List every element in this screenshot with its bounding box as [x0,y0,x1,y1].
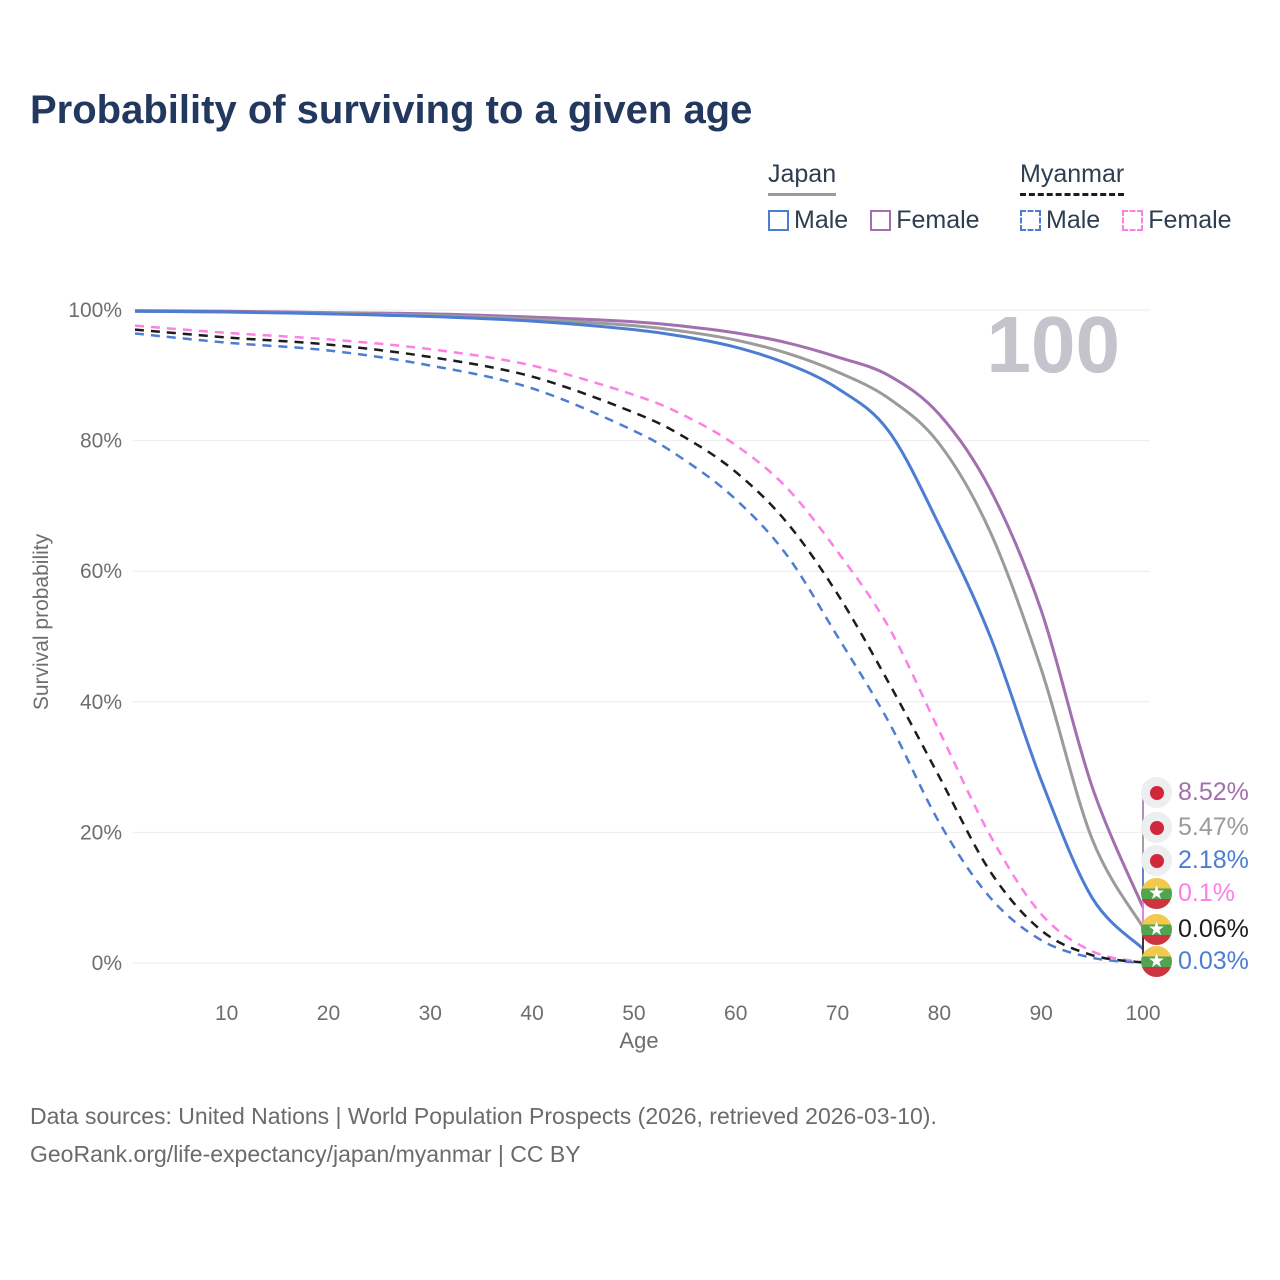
end-label-myanmar-male[interactable]: ★ 0.03% [1141,946,1249,977]
japan-flag-icon [1141,812,1172,843]
x-tick-label: 10 [215,1002,238,1025]
end-label-japan[interactable]: 5.47% [1141,812,1249,843]
myanmar-male-swatch-icon [1020,210,1041,231]
x-tick-label: 20 [317,1002,340,1025]
end-label-value: 8.52% [1178,778,1249,806]
myanmar-line[interactable] [134,328,1144,964]
footer-link: GeoRank.org/life-expectancy/japan/myanma… [30,1140,581,1167]
legend-label-myanmar-male: Male [1046,206,1101,234]
y-tick-label: 100% [68,299,122,322]
japan-sun-icon [1149,820,1164,835]
legend-item-japan-male[interactable]: Male [768,206,848,235]
japan-male-swatch-icon [768,210,789,231]
chart-legend: Japan Male Female Myanmar Male [0,160,1280,250]
y-tick-label: 40% [80,691,122,714]
japan-female-line[interactable] [134,309,1145,908]
end-label-japan-female[interactable]: 8.52% [1141,777,1249,808]
legend-group-myanmar: Myanmar Male Female [1020,160,1232,235]
end-label-value: 0.03% [1178,947,1249,975]
legend-items-japan: Male Female [768,206,980,235]
myanmar-female-line[interactable] [134,324,1144,964]
myanmar-star-icon: ★ [1147,949,1166,972]
page-title: Probability of surviving to a given age [30,88,753,132]
x-tick-label: 90 [1030,1002,1053,1025]
y-tick-label: 0% [92,952,122,975]
myanmar-star-icon: ★ [1147,917,1166,940]
end-label-myanmar[interactable]: ★ 0.06% [1141,914,1249,945]
legend-group-japan: Japan Male Female [768,160,980,235]
japan-flag-icon [1141,845,1172,876]
end-label-value: 5.47% [1178,813,1249,841]
x-tick-label: 50 [622,1002,645,1025]
age-counter-watermark: 100 [987,300,1120,389]
legend-items-myanmar: Male Female [1020,206,1232,235]
japan-sun-icon [1149,785,1164,800]
x-axis-title: Age [619,1028,658,1053]
end-label-value: 2.18% [1178,846,1249,874]
japan-female-swatch-icon [870,210,892,231]
end-label-value: 0.1% [1178,879,1235,907]
myanmar-flag-icon: ★ [1141,878,1172,909]
japan-sun-icon [1149,853,1164,868]
myanmar-flag-icon: ★ [1141,946,1172,977]
x-tick-label: 60 [724,1002,747,1025]
x-tick-label: 30 [419,1002,442,1025]
legend-label-myanmar-female: Female [1148,206,1232,234]
x-tick-label: 70 [826,1002,849,1025]
legend-item-myanmar-female[interactable]: Female [1122,206,1232,235]
legend-item-japan-female[interactable]: Female [870,206,980,235]
y-tick-label: 80% [80,430,122,453]
myanmar-flag-icon: ★ [1141,914,1172,945]
legend-item-myanmar-male[interactable]: Male [1020,206,1100,235]
x-tick-label: 40 [520,1002,543,1025]
myanmar-male-line[interactable] [134,332,1144,965]
footer-sources: Data sources: United Nations | World Pop… [30,1103,937,1129]
x-tick-label: 100 [1125,1002,1160,1025]
end-label-japan-male[interactable]: 2.18% [1141,845,1249,876]
end-label-value: 0.06% [1178,915,1249,943]
y-axis-title: Survival probability [30,533,53,710]
footer: Data sources: United Nations | World Pop… [30,1098,937,1174]
legend-title-myanmar[interactable]: Myanmar [1020,160,1125,196]
x-tick-label: 80 [928,1002,951,1025]
japan-male-line[interactable] [134,309,1145,950]
japan-line[interactable] [134,309,1145,929]
y-tick-label: 60% [80,560,122,583]
myanmar-star-icon: ★ [1147,881,1166,904]
legend-label-japan-male: Male [794,206,849,234]
legend-label-japan-female: Female [896,206,980,234]
myanmar-female-swatch-icon [1122,210,1144,231]
end-label-myanmar-female[interactable]: ★ 0.1% [1141,878,1235,909]
y-tick-label: 20% [80,821,122,844]
japan-flag-icon [1141,777,1172,808]
legend-title-japan[interactable]: Japan [768,160,837,196]
